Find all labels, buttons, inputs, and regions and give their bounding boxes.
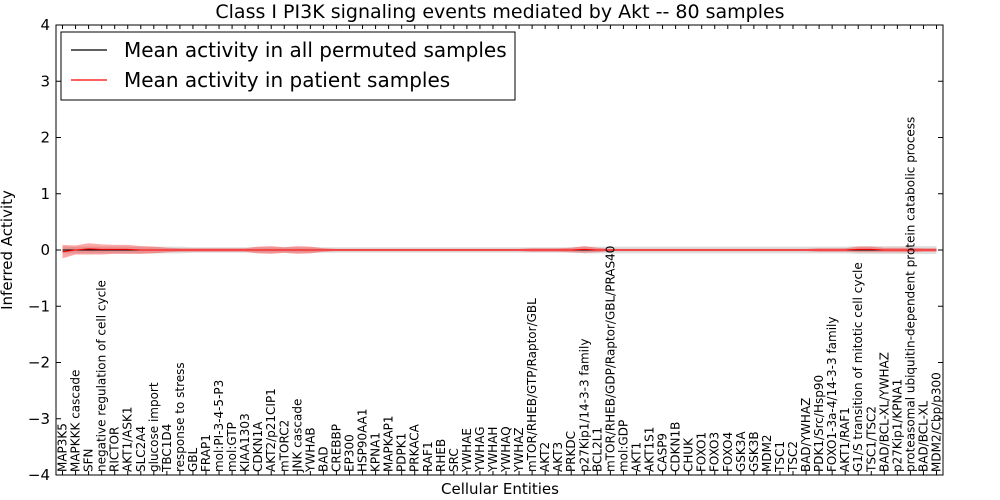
category-label: JNK cascade [290,399,304,473]
category-label: p27Kip1/14-3-3 family [577,339,591,472]
chart-title: Class I PI3K signaling events mediated b… [215,1,784,23]
category-label: mol:GTP [225,422,239,472]
category-label: FOXO1 [695,432,709,472]
category-label: p27Kip1/KPNA1 [890,379,904,472]
category-label: mTOR/RHEB/GDP/Raptor/GBL/PRAS40 [603,246,617,472]
category-label: BAD/BCL-XL/YWHAZ [877,352,891,472]
category-label: YWHAE [460,428,474,473]
category-label: TSC2 [786,441,800,473]
y-tick-label: 2 [40,129,50,147]
category-label: YWHAB [303,427,317,473]
category-label: GSK3A [734,431,748,472]
category-label: G1/S transition of mitotic cell cycle [851,262,865,472]
category-label: proteasomal ubiquitin-dependent protein … [903,117,917,472]
category-label: BAD/BCL-XL [916,400,930,472]
category-label: AKT1S1 [643,427,657,472]
legend-box [60,31,516,101]
category-label: mTOR/RHEB/GTP/Raptor/GBL [525,298,539,472]
x-axis-category-labels: MAP3K5 MAPKKK cascade SFN negative regulati… [56,117,944,473]
y-axis-tick-labels: 4 3 2 1 0 −1 −2 −3 −4 [28,16,50,484]
category-label: KPNA1 [369,432,383,472]
category-label: RAF1 [421,441,435,472]
category-label: response to stress [173,362,187,472]
category-label: CREBBP [329,424,343,472]
category-label: YWHAH [486,427,500,473]
category-label: MDM2 [760,434,774,472]
category-label: negative regulation of cell cycle [95,280,109,472]
category-label: YWHAZ [512,427,526,473]
category-label: SFN [82,449,96,473]
category-label: CDKN1B [669,422,683,472]
category-label: FOXO3 [708,432,722,472]
category-label: mol:GDP [616,420,630,472]
category-label: RICTOR [108,427,122,472]
category-label: PRKDC [564,431,578,472]
legend: Mean activity in all permuted samples Me… [60,31,516,101]
x-axis-ticks [62,25,937,475]
category-label: PRKACA [408,423,422,472]
category-label: mTORC2 [277,420,291,472]
category-label: CHUK [682,437,696,472]
category-label: FRAP1 [199,434,213,472]
category-label: SRC [447,448,461,472]
category-label: AKT2 [538,442,552,472]
category-label: CDKN1A [251,421,265,472]
category-label: YWHAQ [499,426,513,473]
patient-samples-band [62,243,937,259]
y-tick-label: 3 [40,72,50,90]
category-label: RHEB [434,439,448,472]
plot-frame [55,24,944,476]
y-tick-label: −2 [28,354,50,372]
category-label: AKT1 [629,442,643,472]
category-label: SLC2A4 [134,426,148,472]
category-label: YWHAG [473,426,487,473]
category-label: FOXO4 [721,432,735,472]
y-tick-label: −4 [28,466,50,484]
category-label: TSC1 [773,441,787,473]
category-label: TBC1D4 [160,424,174,473]
y-tick-label: −1 [28,297,50,315]
category-label: HSP90AA1 [356,408,370,472]
category-label: PDPK1 [395,433,409,472]
y-tick-label: 1 [40,185,50,203]
y-axis-label: Inferred Activity [0,190,16,310]
category-label: FOXO1-3a-4/14-3-3 family [825,317,839,473]
category-label: TSC1/TSC2 [864,406,878,473]
x-axis-label: Cellular Entities [441,480,559,498]
category-label: glucose import [147,382,161,472]
category-label: MAPKKK cascade [69,370,83,472]
category-label: GSK3B [747,431,761,472]
category-label: MAP3K5 [56,423,70,472]
legend-label-patient: Mean activity in patient samples [124,68,450,92]
category-label: AKT1/RAF1 [838,407,852,472]
patient-samples-line [62,248,937,253]
category-label: mol:PI-3-4-5-P3 [212,380,226,472]
category-label: BAD [316,446,330,472]
y-tick-label: 4 [40,16,50,34]
y-tick-label: −3 [28,410,50,428]
category-label: AKT3 [551,442,565,472]
category-label: EP300 [342,434,356,472]
category-label: BAD/YWHAZ [799,398,813,472]
category-label: BCL2L1 [590,427,604,472]
category-label: KIAA1303 [238,413,252,472]
category-label: GBL [186,447,200,472]
category-label: AKT2/p21CIP1 [264,388,278,472]
category-label: MAPKAP1 [382,415,396,472]
category-label: CASP9 [656,433,670,472]
legend-label-permuted: Mean activity in all permuted samples [124,38,507,62]
category-label: PDK1/Src/Hsp90 [812,375,826,472]
y-tick-label: 0 [40,241,50,259]
category-label: AKT1/ASK1 [121,407,135,472]
category-label: MDM2/Cbp/p300 [930,372,944,472]
